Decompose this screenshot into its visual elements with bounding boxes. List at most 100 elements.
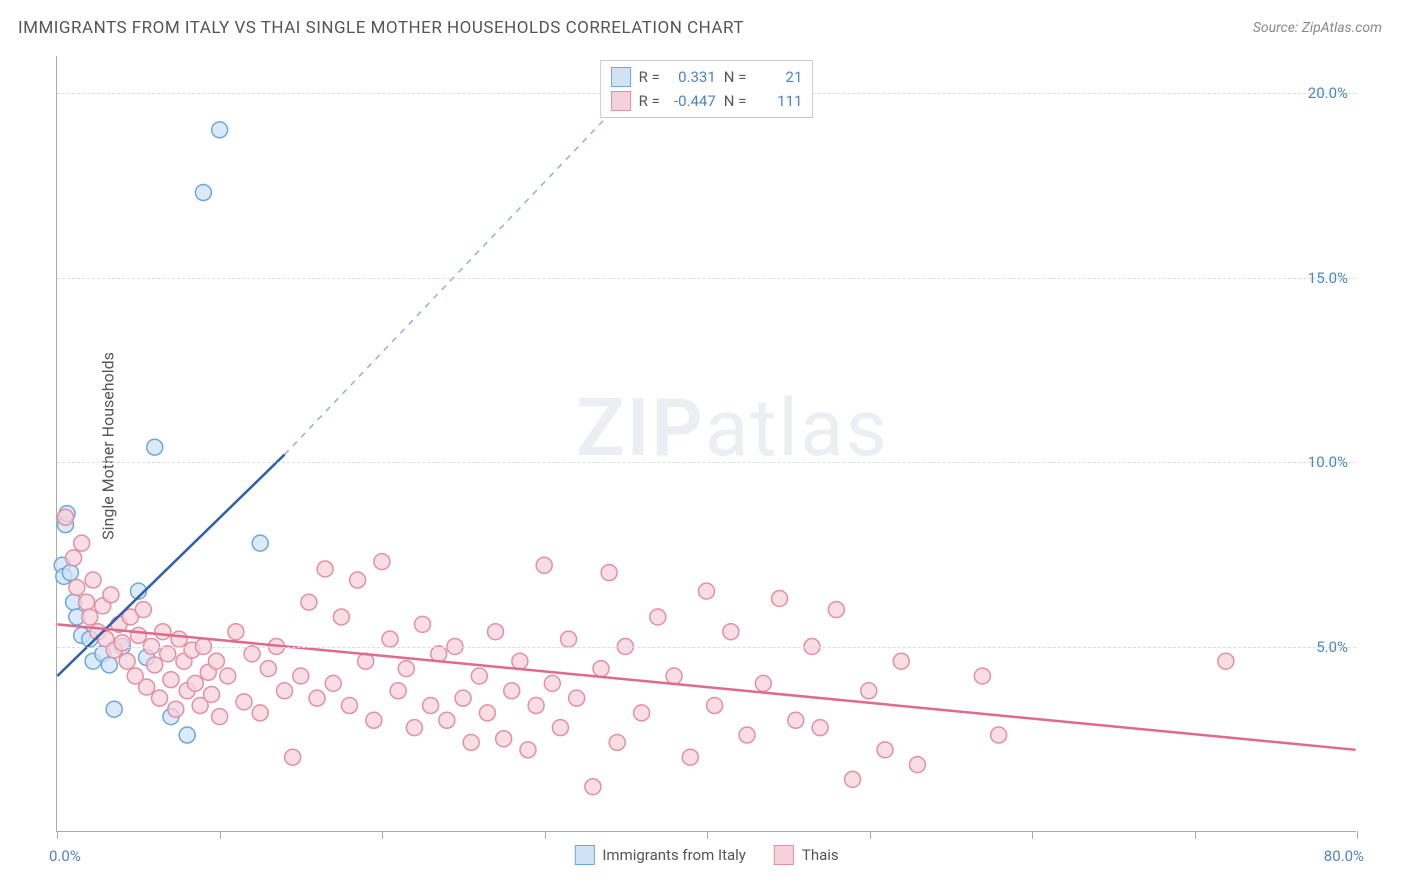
gridline [57,647,1356,648]
legend-item-thais: Thais [774,845,839,865]
swatch-thais-bottom [774,845,794,865]
swatch-italy-bottom [574,845,594,865]
scatter-point [650,609,666,625]
scatter-point [317,561,333,577]
scatter-point [536,557,552,573]
x-tick [57,831,58,839]
scatter-point [187,675,203,691]
scatter-point [101,657,117,673]
scatter-point [341,698,357,714]
scatter-point [350,572,366,588]
x-tick [1357,831,1358,839]
scatter-point [220,668,236,684]
scatter-point [552,720,568,736]
chart-title: IMMIGRANTS FROM ITALY VS THAI SINGLE MOT… [18,18,744,38]
x-tick [1195,831,1196,839]
scatter-point [204,686,220,702]
scatter-point [528,698,544,714]
gridline [57,278,1356,279]
scatter-point [488,624,504,640]
plot-area: ZIPatlas R = 0.331 N = 21 R = -0.447 N =… [56,56,1356,832]
gridline [57,462,1356,463]
scatter-point [168,701,184,717]
x-tick [382,831,383,839]
scatter-point [569,690,585,706]
scatter-point [390,683,406,699]
scatter-point [293,668,309,684]
scatter-point [909,757,925,773]
scatter-point [103,587,119,603]
scatter-point [119,653,135,669]
scatter-point [66,550,82,566]
scatter-point [79,594,95,610]
scatter-point [406,720,422,736]
scatter-point [1218,653,1234,669]
scatter-point [634,705,650,721]
legend-row-thais: R = -0.447 N = 111 [611,89,803,113]
scatter-point [301,594,317,610]
source-attribution: Source: ZipAtlas.com [1253,20,1382,36]
scatter-point [260,661,276,677]
scatter-point [974,668,990,684]
scatter-point [439,712,455,728]
scatter-point [69,579,85,595]
correlation-legend: R = 0.331 N = 21 R = -0.447 N = 111 [600,60,814,118]
scatter-point [788,712,804,728]
scatter-point [147,439,163,455]
scatter-point [699,583,715,599]
scatter-point [325,675,341,691]
scatter-point [520,742,536,758]
scatter-point [252,705,268,721]
scatter-point [772,591,788,607]
x-tick [220,831,221,839]
scatter-point [504,683,520,699]
scatter-point [666,668,682,684]
scatter-point [828,602,844,618]
scatter-point [991,727,1007,743]
scatter-point [152,690,168,706]
scatter-point [135,602,151,618]
y-tick-label: 5.0% [1316,638,1348,656]
plot-svg [57,56,1356,831]
scatter-point [755,675,771,691]
scatter-point [845,771,861,787]
y-tick-label: 10.0% [1308,453,1348,471]
scatter-point [366,712,382,728]
scatter-point [277,683,293,699]
scatter-point [707,698,723,714]
scatter-point [236,694,252,710]
scatter-point [62,565,78,581]
scatter-point [561,631,577,647]
scatter-point [423,698,439,714]
scatter-point [496,731,512,747]
scatter-point [171,631,187,647]
scatter-point [544,675,560,691]
scatter-point [601,565,617,581]
scatter-point [74,535,90,551]
y-tick-label: 15.0% [1308,269,1348,287]
x-tick [1032,831,1033,839]
x-axis-max-label: 80.0% [1324,847,1364,865]
scatter-point [285,749,301,765]
scatter-point [398,661,414,677]
scatter-point [155,624,171,640]
scatter-point [382,631,398,647]
x-tick [870,831,871,839]
x-tick [707,831,708,839]
scatter-point [139,679,155,695]
scatter-point [179,727,195,743]
legend-row-italy: R = 0.331 N = 21 [611,65,803,89]
scatter-point [163,672,179,688]
scatter-point [739,727,755,743]
scatter-point [374,554,390,570]
swatch-italy [611,67,631,87]
scatter-point [208,653,224,669]
scatter-point [812,720,828,736]
trendline-thais [57,624,1355,749]
x-axis-min-label: 0.0% [49,847,81,865]
scatter-point [723,624,739,640]
scatter-point [471,668,487,684]
scatter-point [893,653,909,669]
scatter-point [212,709,228,725]
scatter-point [244,646,260,662]
